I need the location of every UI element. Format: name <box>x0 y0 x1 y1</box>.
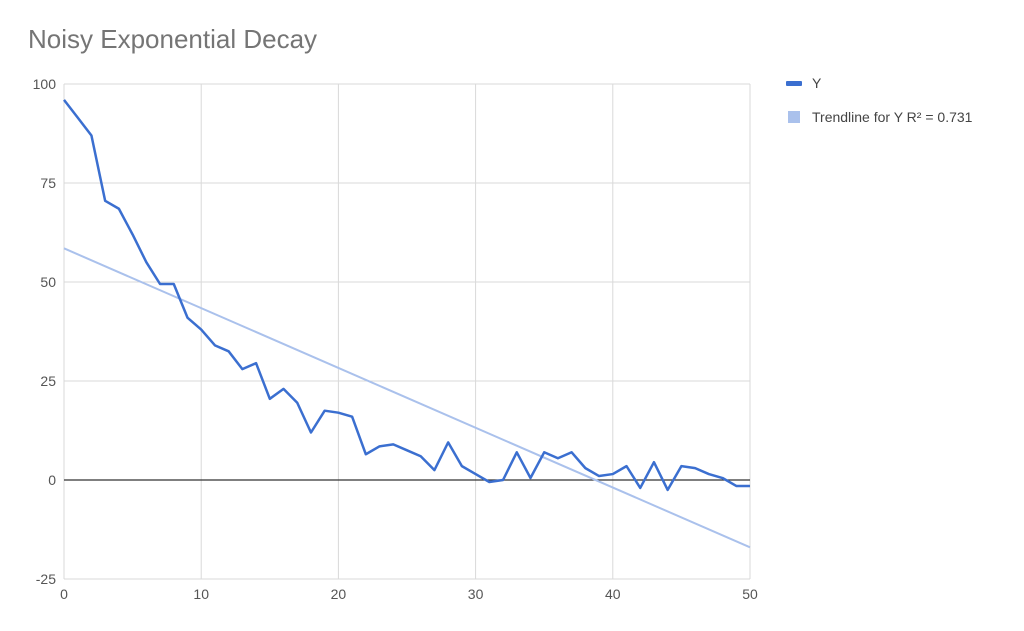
x-tick-label: 30 <box>468 586 484 602</box>
legend: Y Trendline for Y R² = 0.731 <box>786 72 972 140</box>
legend-item-trendline[interactable]: Trendline for Y R² = 0.731 <box>786 106 972 128</box>
x-tick-label: 40 <box>605 586 621 602</box>
legend-swatch-trendline <box>788 111 800 123</box>
y-tick-label: 25 <box>40 373 56 389</box>
y-tick-label: 75 <box>40 175 56 191</box>
legend-item-y[interactable]: Y <box>786 72 972 94</box>
series-line-trendline <box>63 247 751 549</box>
y-tick-label: -25 <box>36 571 56 587</box>
y-tick-label: 100 <box>33 76 57 92</box>
legend-label-y: Y <box>812 75 822 91</box>
x-tick-label: 10 <box>193 586 209 602</box>
y-tick-label: 0 <box>48 472 56 488</box>
y-tick-label: 50 <box>40 274 56 290</box>
series-line-y <box>63 99 750 492</box>
x-tick-label: 50 <box>742 586 758 602</box>
x-tick-label: 0 <box>60 586 68 602</box>
chart-title: Noisy Exponential Decay <box>28 24 318 54</box>
legend-swatch-y <box>786 80 802 86</box>
legend-label-trendline: Trendline for Y R² = 0.731 <box>812 109 973 125</box>
x-tick-label: 20 <box>331 586 347 602</box>
